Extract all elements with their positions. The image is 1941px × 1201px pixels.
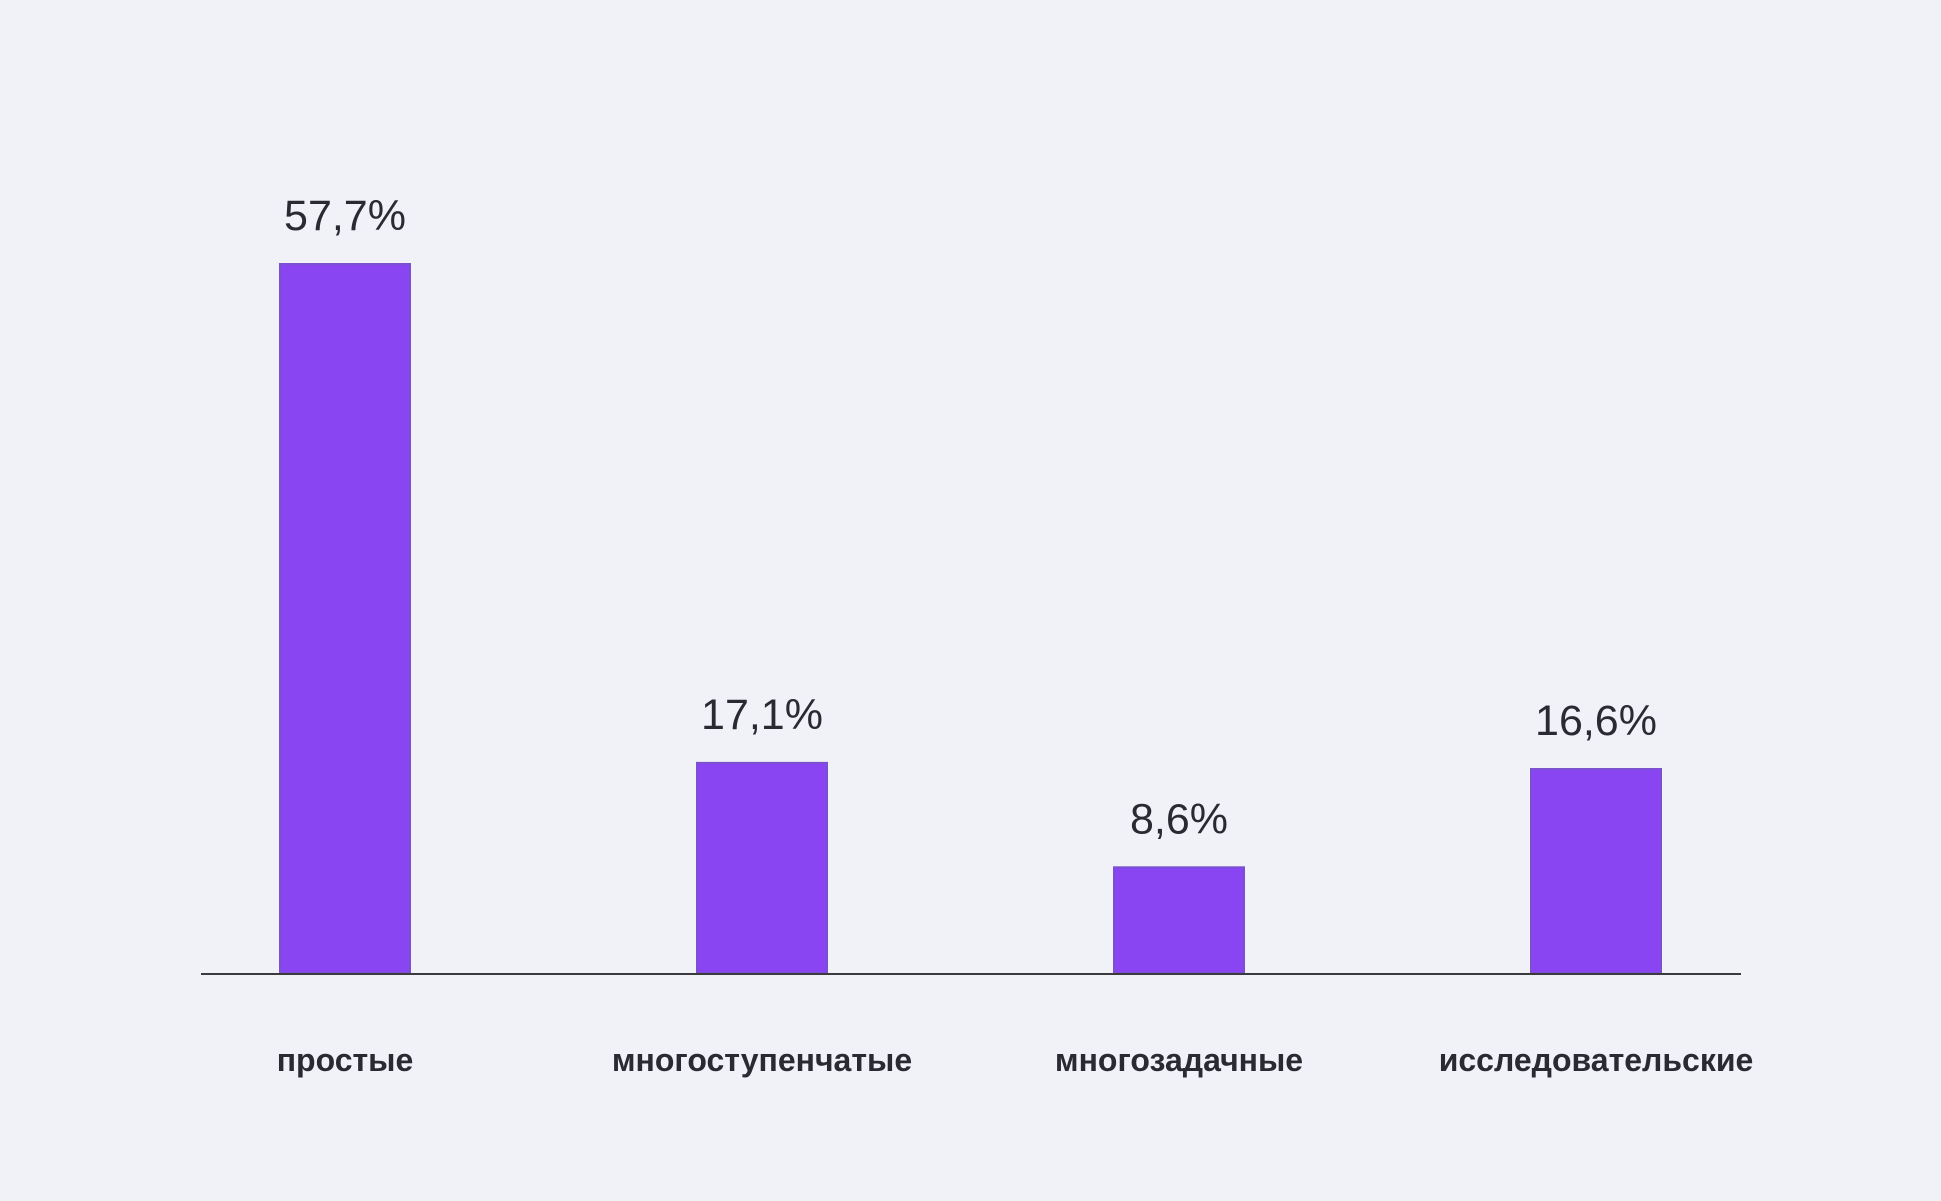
bar-3 (1113, 866, 1245, 974)
value-label-4: 16,6% (1535, 697, 1657, 745)
bar-4 (1530, 768, 1662, 975)
bar-2 (696, 761, 828, 975)
labels-layer: 57,7% простые 17,1% многоступенчатые 8,6% мно… (277, 192, 1754, 1078)
category-label-2: многоступенчатые (612, 1042, 912, 1078)
value-label-3: 8,6% (1130, 795, 1228, 843)
category-label-1: простые (277, 1042, 414, 1078)
category-label-4: исследовательские (1439, 1042, 1754, 1078)
bars-layer (279, 263, 1662, 975)
value-label-2: 17,1% (701, 691, 823, 739)
value-label-1: 57,7% (284, 192, 406, 240)
category-label-3: многозадачные (1055, 1042, 1303, 1078)
bar-1 (279, 263, 411, 974)
